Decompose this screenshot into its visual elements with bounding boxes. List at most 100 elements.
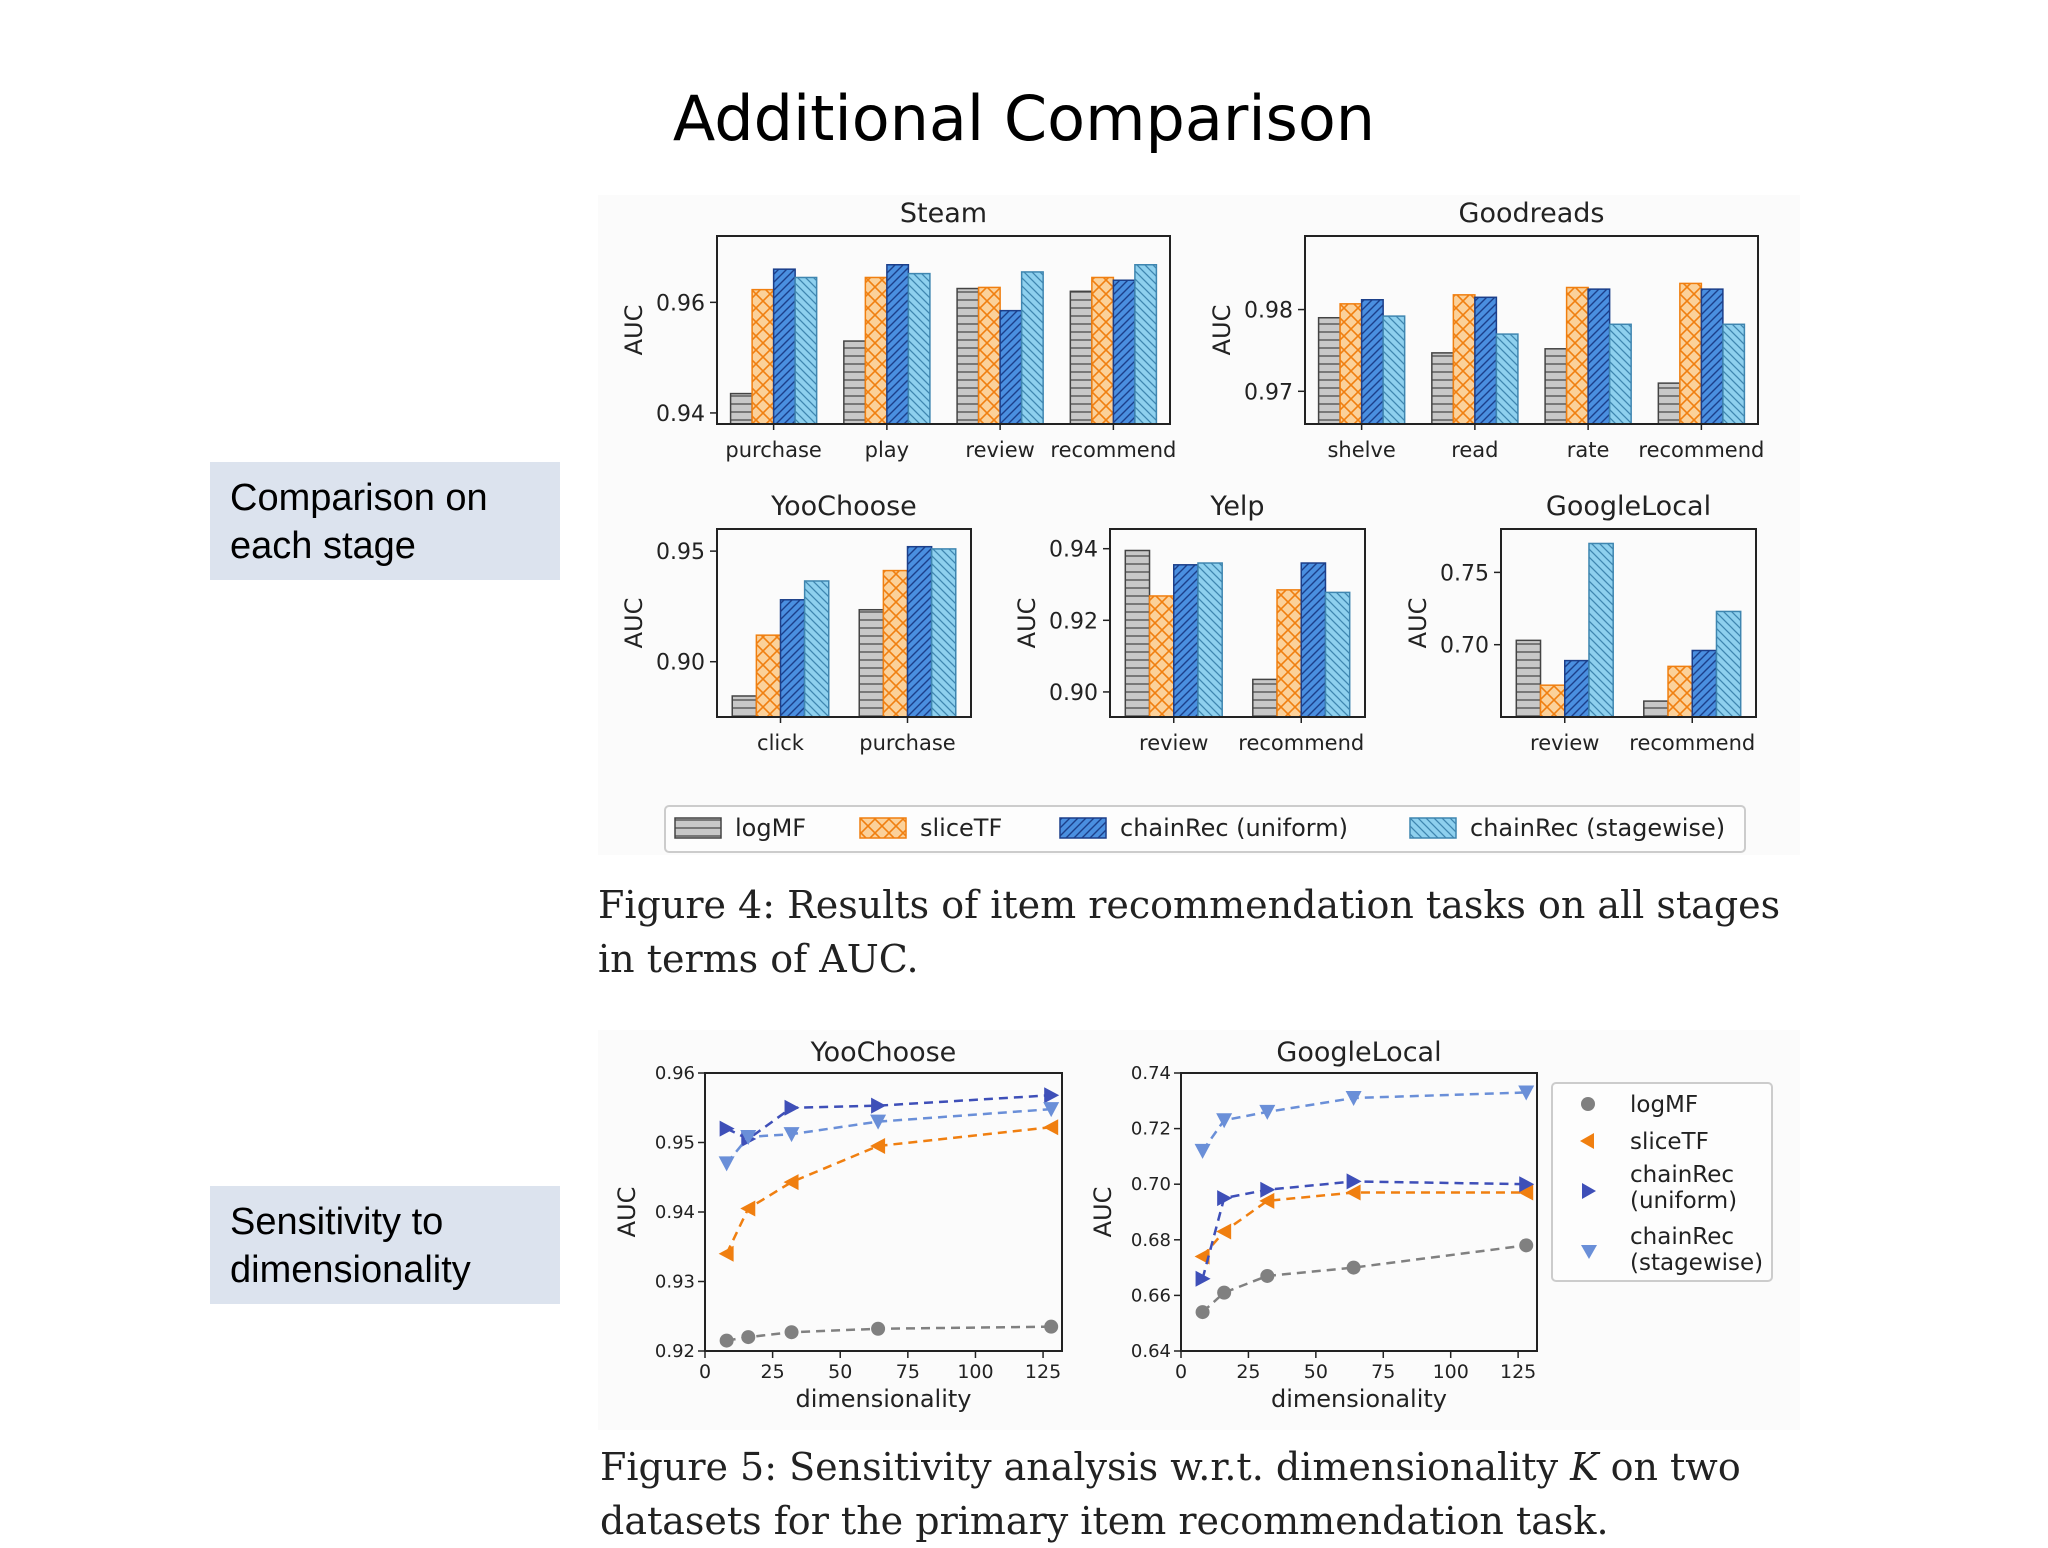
marker-yoochoose-line-0-logmf-32: [784, 1325, 799, 1340]
marker-googlelocal-line-1-chainrec-uniform-16: [1217, 1190, 1233, 1207]
line-legend-label-chainrec-uniform: chainRec (uniform): [1630, 1162, 1737, 1214]
x-tick-label-goodreads-1-recommend: recommend: [1638, 438, 1764, 462]
marker-googlelocal-line-1-chainrec-uniform-8: [1195, 1270, 1211, 1287]
marker-googlelocal-line-1-logmf-64: [1346, 1260, 1361, 1275]
marker-yoochoose-line-0-chainrec-stagewise-64: [870, 1114, 887, 1130]
series-line-yoochoose-line-0-chainrec-stagewise: [725, 1107, 1052, 1165]
y-tick-label-googlelocal-line-1: 0.68: [1131, 1230, 1171, 1251]
x-tick-label-googlelocal-line-1: 50: [1304, 1361, 1328, 1383]
bar-chart-yelp-3: Yelp AUC review recommend 0.90 0.92 0.94: [1013, 491, 1366, 755]
bar-yoochoose-2-click-chainrec-stagewise: [803, 580, 830, 718]
legend-swatch-logmf: [674, 817, 722, 839]
x-tick-label-googlelocal-line-1: 75: [1371, 1361, 1395, 1383]
marker-yoochoose-line-0-chainrec-stagewise-16: [740, 1129, 757, 1145]
marker-yoochoose-line-0-slicetf-64: [870, 1137, 886, 1154]
y-tick-label-yelp-3: 0.92: [1049, 609, 1098, 634]
line-chart-yoochoose-line-0: YooChoose AUC dimensionality 0.92 0.93 0.94 0.…: [613, 1037, 1063, 1413]
plot-frame-googlelocal-4: [1500, 528, 1757, 718]
chart-title-yoochoose-2: YooChoose: [770, 491, 917, 522]
x-tick-label-goodreads-1-shelve: shelve: [1327, 438, 1395, 462]
y-axis-label-goodreads-1: AUC: [1208, 305, 1236, 356]
marker-googlelocal-line-1-slicetf-16: [1216, 1223, 1232, 1240]
legend-line: (stagewise): [1630, 1250, 1763, 1276]
legend-line: chainRec: [1630, 1224, 1734, 1250]
x-tick-label-yoochoose-line-0: 100: [957, 1361, 993, 1383]
y-tick-label-googlelocal-line-1: 0.64: [1131, 1341, 1171, 1362]
marker-googlelocal-line-1-logmf-32: [1260, 1268, 1275, 1283]
bar-yoochoose-2-purchase-logmf: [858, 608, 885, 718]
bar-googlelocal-4-recommend-chainrec-stagewise: [1715, 610, 1742, 718]
chart-title-googlelocal-4: GoogleLocal: [1546, 491, 1711, 522]
x-tick-label-googlelocal-line-1: 100: [1433, 1361, 1469, 1383]
marker-yoochoose-line-0-chainrec-uniform-8: [719, 1120, 735, 1137]
marker-yoochoose-line-0-chainrec-stagewise-32: [783, 1127, 800, 1143]
plot-frame-googlelocal-line-1: [1180, 1072, 1538, 1352]
series-line-yoochoose-line-0-logmf: [726, 1325, 1052, 1342]
legend-swatch-chainrec-uniform: [1059, 817, 1107, 839]
figure-5-caption-part-1: Figure 5: Sensitivity analysis w.r.t. di…: [600, 1445, 1571, 1489]
y-tick-label-yoochoose-line-0: 0.94: [655, 1202, 695, 1223]
plot-frame-yoochoose-2: [716, 528, 972, 718]
marker-yoochoose-line-0-slicetf-16: [740, 1200, 756, 1217]
plot-frame-goodreads-1: [1304, 235, 1759, 425]
legend-label-slicetf: sliceTF: [920, 814, 1002, 842]
y-tick-label-yoochoose-2: 0.95: [656, 540, 705, 565]
y-tick-label-googlelocal-4: 0.70: [1440, 634, 1489, 659]
line-legend-label-chainrec-stagewise: chainRec (stagewise): [1630, 1224, 1763, 1276]
y-axis-label-googlelocal-line-1: AUC: [1089, 1187, 1117, 1238]
bar-yelp-3-recommend-logmf: [1252, 678, 1278, 718]
x-axis-label-googlelocal-line-1: dimensionality: [1271, 1385, 1447, 1413]
marker-googlelocal-line-1-chainrec-stagewise-16: [1216, 1113, 1233, 1129]
bar-googlelocal-4-review-chainrec-stagewise: [1588, 542, 1614, 718]
bar-yelp-3-review-chainrec-stagewise: [1197, 562, 1223, 718]
figure-5-caption: Figure 5: Sensitivity analysis w.r.t. di…: [600, 1440, 1820, 1548]
x-tick-label-yelp-3-review: review: [1139, 731, 1208, 755]
marker-googlelocal-line-1-chainrec-stagewise-128: [1518, 1085, 1535, 1101]
y-tick-label-yelp-3: 0.94: [1049, 538, 1098, 563]
figure-4-legend: logMF sliceTF chainRec (uniform) chainRe…: [664, 805, 1746, 853]
marker-googlelocal-line-1-chainrec-stagewise-64: [1345, 1091, 1362, 1107]
line-legend-marker-chainrec-uniform: [1582, 1183, 1596, 1199]
x-tick-label-googlelocal-line-1: 0: [1175, 1361, 1187, 1383]
marker-googlelocal-line-1-chainrec-uniform-32: [1260, 1181, 1276, 1198]
chart-title-googlelocal-line-1: GoogleLocal: [1276, 1037, 1441, 1068]
chart-title-yoochoose-line-0: YooChoose: [810, 1037, 957, 1068]
bar-yoochoose-2-purchase-slicetf: [882, 569, 909, 718]
legend-label-chainrec-uniform: chainRec (uniform): [1120, 814, 1348, 842]
y-tick-label-googlelocal-4: 0.75: [1440, 561, 1489, 586]
bar-chart-googlelocal-4: GoogleLocal AUC review recommend 0.70 0.75: [1404, 491, 1757, 755]
x-tick-label-steam-0-purchase: purchase: [725, 438, 821, 462]
marker-yoochoose-line-0-logmf-8: [719, 1333, 734, 1348]
y-tick-label-yoochoose-2: 0.90: [656, 651, 705, 676]
marker-yoochoose-line-0-logmf-64: [871, 1321, 886, 1336]
x-tick-label-yelp-3-recommend: recommend: [1238, 731, 1364, 755]
marker-yoochoose-line-0-slicetf-128: [1043, 1119, 1059, 1136]
chart-title-goodreads-1: Goodreads: [1459, 198, 1605, 229]
marker-yoochoose-line-0-chainrec-uniform-64: [871, 1097, 887, 1114]
x-tick-label-yoochoose-line-0: 50: [828, 1361, 852, 1383]
marker-googlelocal-line-1-chainrec-uniform-64: [1346, 1173, 1362, 1190]
marker-googlelocal-line-1-slicetf-128: [1518, 1184, 1534, 1201]
figure-5-line-charts: YooChoose AUC dimensionality 0.92 0.93 0.94 0.…: [613, 1037, 1773, 1413]
marker-googlelocal-line-1-logmf-128: [1519, 1238, 1534, 1253]
bar-chart-goodreads-1: Goodreads AUC shelve read rate recommend 0.97 0…: [1208, 198, 1764, 462]
y-tick-label-goodreads-1: 0.97: [1244, 380, 1293, 405]
line-legend-label-slicetf: sliceTF: [1630, 1129, 1709, 1155]
y-axis-label-yelp-3: AUC: [1013, 598, 1041, 649]
chart-title-steam-0: Steam: [900, 198, 987, 229]
x-tick-label-steam-0-play: play: [865, 438, 909, 462]
y-tick-label-googlelocal-line-1: 0.66: [1131, 1285, 1171, 1306]
line-legend-label-logmf: logMF: [1630, 1092, 1698, 1118]
plot-frame-steam-0: [716, 235, 1171, 425]
x-tick-label-googlelocal-line-1: 25: [1236, 1361, 1260, 1383]
bar-googlelocal-4-review-logmf: [1515, 639, 1542, 718]
marker-googlelocal-line-1-chainrec-stagewise-32: [1259, 1104, 1276, 1120]
x-tick-label-googlelocal-4-review: review: [1530, 731, 1599, 755]
figure-5-legend: logMF sliceTF chainRec (uniform) chainRec…: [1551, 1082, 1773, 1282]
line-legend-marker-chainrec-stagewise: [1581, 1245, 1597, 1259]
figure-5-caption-variable: K: [1570, 1445, 1599, 1489]
marker-googlelocal-line-1-chainrec-stagewise-8: [1194, 1143, 1211, 1159]
series-line-googlelocal-line-1-chainrec-stagewise: [1201, 1091, 1527, 1152]
marker-yoochoose-line-0-logmf-16: [741, 1330, 756, 1345]
y-tick-label-googlelocal-line-1: 0.72: [1131, 1119, 1171, 1140]
